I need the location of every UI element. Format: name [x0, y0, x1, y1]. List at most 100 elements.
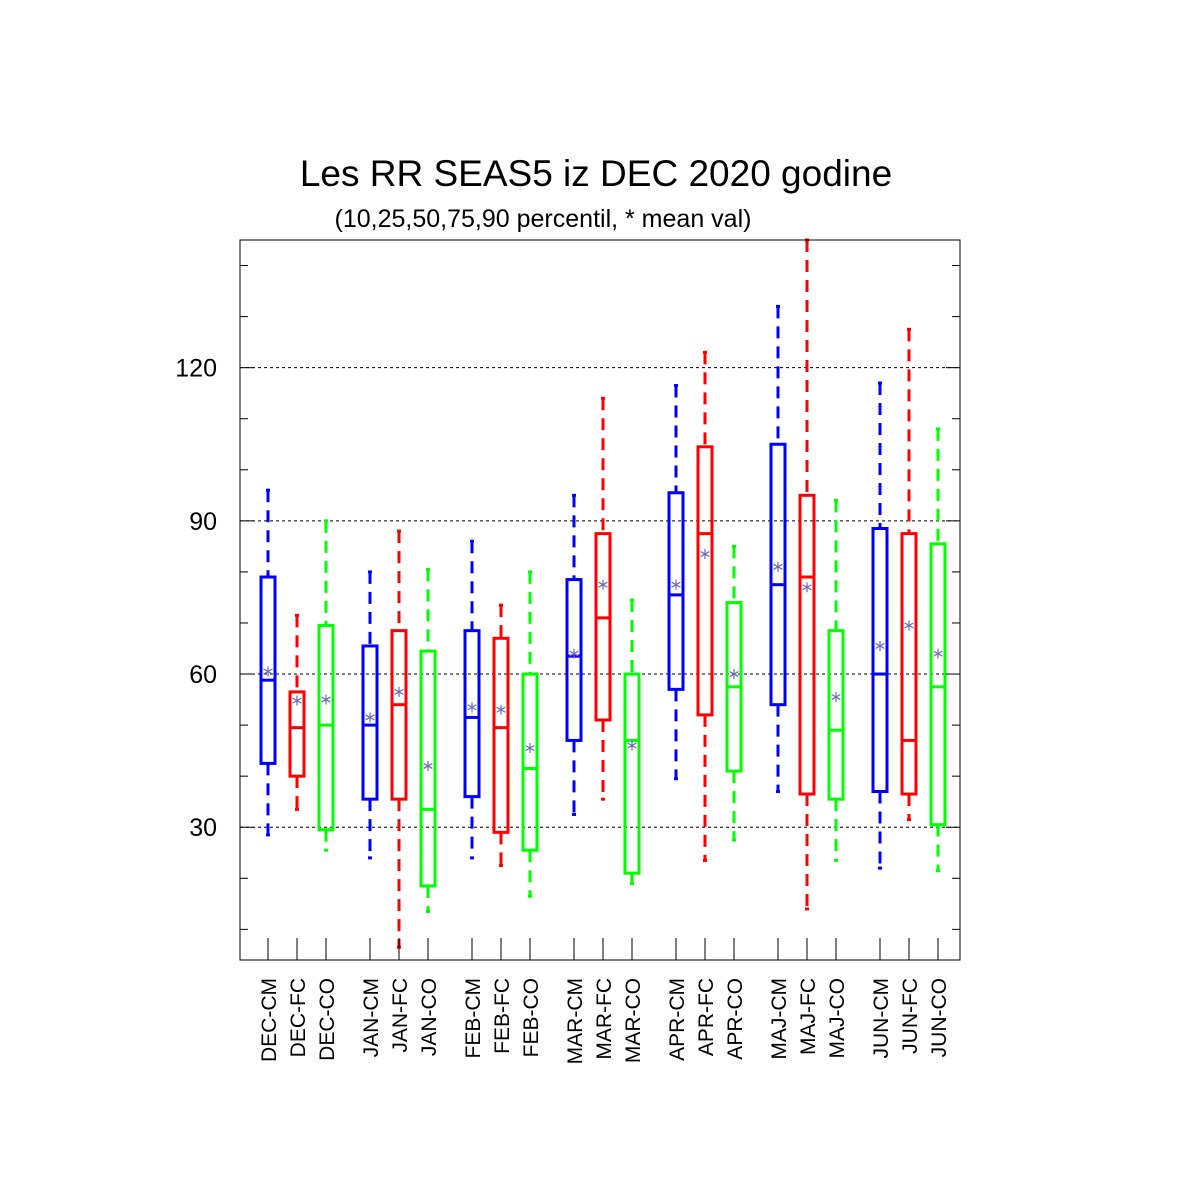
grid-lines: [240, 367, 960, 828]
mean-stroke: [933, 650, 943, 657]
box-mar-cm: [565, 493, 583, 816]
x-category-label: DEC-FC: [287, 978, 310, 1057]
x-category-label: JAN-CM: [360, 978, 383, 1057]
mean-stroke: [729, 671, 739, 678]
x-category-label: APR-CM: [666, 978, 689, 1061]
iqr-box: [871, 527, 889, 793]
box-jun-co: [929, 427, 947, 873]
x-category-label: DEC-CO: [316, 978, 339, 1061]
mean-stroke: [627, 742, 637, 749]
mean-marker: [525, 743, 535, 754]
box-dec-cm: [259, 488, 277, 837]
mean-stroke: [292, 697, 302, 704]
mean-stroke: [321, 696, 331, 703]
x-category-label: FEB-CM: [462, 978, 485, 1059]
mean-stroke: [875, 642, 885, 649]
mean-marker: [569, 648, 579, 659]
x-category-label: MAJ-CO: [826, 978, 849, 1059]
box-mar-co: [623, 598, 641, 885]
mean-stroke: [263, 668, 273, 675]
mean-stroke: [525, 745, 535, 752]
mean-marker: [933, 648, 943, 659]
box-apr-cm: [667, 384, 685, 781]
x-category-label: MAJ-CM: [768, 978, 791, 1060]
mean-marker: [496, 704, 506, 715]
x-category-label: FEB-CO: [520, 978, 543, 1057]
box-feb-fc: [492, 603, 510, 868]
iqr-box: [900, 532, 918, 796]
mean-stroke: [365, 714, 375, 721]
x-category-label: MAR-FC: [593, 978, 616, 1060]
x-category-label: FEB-FC: [491, 978, 514, 1054]
y-tick-label: 90: [189, 508, 217, 536]
iqr-box: [463, 629, 481, 799]
iqr-box: [769, 442, 787, 707]
iqr-box: [623, 672, 641, 875]
box-apr-fc: [696, 350, 714, 862]
y-tick-label: 120: [175, 355, 217, 383]
mean-marker: [365, 712, 375, 723]
box-maj-cm: [769, 304, 787, 793]
x-category-label: DEC-CM: [258, 978, 281, 1062]
x-category-label: MAR-CM: [564, 978, 587, 1064]
iqr-box: [419, 649, 437, 888]
mean-marker: [875, 640, 885, 651]
x-category-label: JAN-CO: [418, 978, 441, 1056]
mean-stroke: [773, 563, 783, 570]
box-jan-co: [419, 567, 437, 913]
mean-marker: [802, 582, 812, 593]
iqr-box: [390, 629, 408, 801]
box-jun-cm: [871, 381, 889, 870]
mean-marker: [671, 579, 681, 590]
y-tick-label: 30: [189, 814, 217, 842]
box-jun-fc: [900, 327, 918, 822]
x-category-label: APR-FC: [695, 978, 718, 1056]
box-feb-co: [521, 570, 539, 898]
iqr-box: [798, 493, 816, 796]
box-apr-co: [725, 544, 743, 842]
plot-frame: [239, 239, 961, 961]
mean-stroke: [467, 704, 477, 711]
mean-marker: [394, 686, 404, 697]
chart-title: Les RR SEAS5 iz DEC 2020 godine: [300, 153, 892, 194]
mean-marker: [627, 740, 637, 751]
x-category-label: MAR-CO: [622, 978, 645, 1063]
mean-stroke: [569, 650, 579, 657]
mean-stroke: [394, 688, 404, 695]
iqr-box: [521, 672, 539, 852]
iqr-box: [361, 644, 379, 801]
boxes-group: [259, 238, 947, 949]
mean-stroke: [802, 584, 812, 591]
box-mar-fc: [594, 396, 612, 801]
iqr-box: [565, 578, 583, 742]
iqr-box: [288, 690, 306, 778]
iqr-box: [317, 624, 335, 832]
axes-group: 30 60 90 120: [175, 239, 961, 961]
chart-subtitle: (10,25,50,75,90 percentil, * mean val): [335, 205, 752, 233]
mean-marker: [729, 669, 739, 680]
mean-stroke: [831, 694, 841, 701]
x-category-label: JUN-CM: [870, 978, 893, 1058]
mean-marker: [321, 694, 331, 705]
mean-stroke: [904, 622, 914, 629]
iqr-box: [667, 491, 685, 691]
mean-marker: [904, 620, 914, 631]
iqr-box: [696, 445, 714, 717]
mean-stroke: [496, 706, 506, 713]
x-category-label: JUN-FC: [899, 978, 922, 1054]
iqr-box: [594, 532, 612, 722]
mean-stroke: [423, 762, 433, 769]
y-tick-label: 60: [189, 661, 217, 689]
mean-marker: [423, 760, 433, 771]
x-category-label: JAN-FC: [389, 978, 412, 1053]
mean-stroke: [700, 551, 710, 558]
mean-marker: [263, 666, 273, 677]
x-category-label: JUN-CO: [928, 978, 951, 1057]
mean-stroke: [598, 581, 608, 588]
mean-marker: [773, 561, 783, 572]
box-feb-cm: [463, 539, 481, 860]
iqr-box: [492, 636, 510, 834]
iqr-box: [929, 542, 947, 827]
